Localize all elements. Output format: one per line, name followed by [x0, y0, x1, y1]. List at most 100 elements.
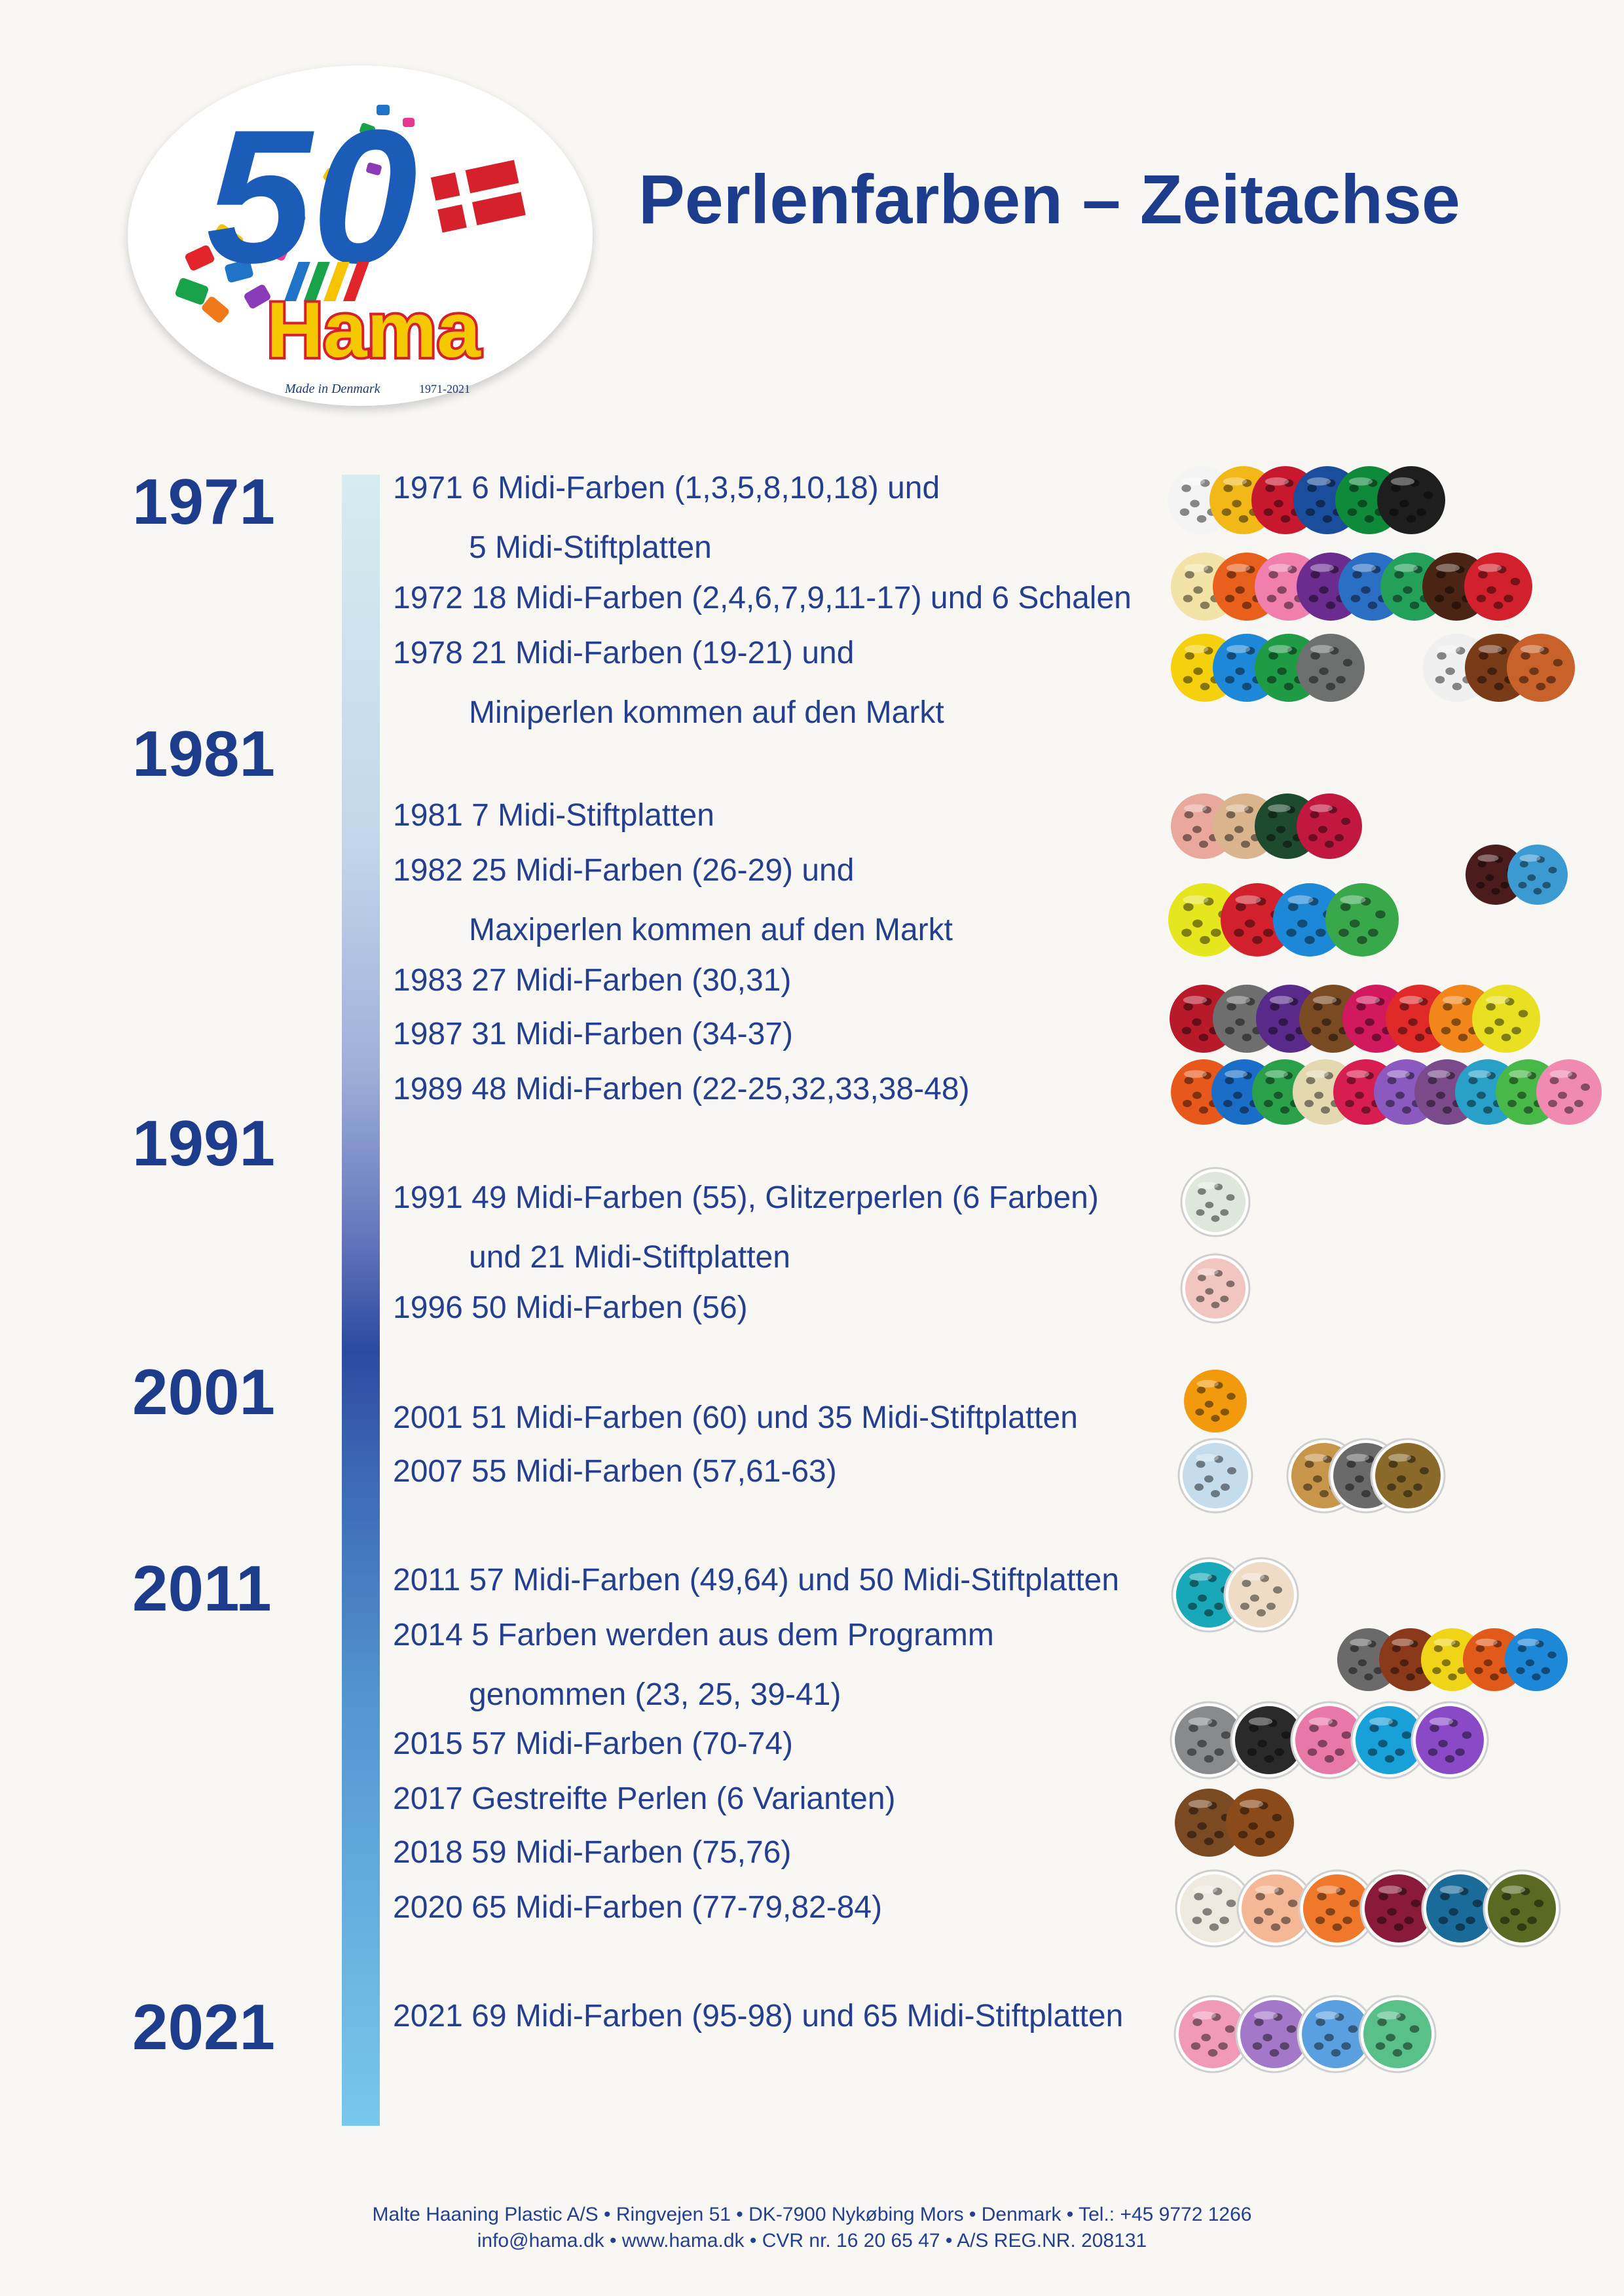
entry-text: 2011 57 Midi-Farben (49,64) und 50 Midi-… — [393, 1563, 1120, 1597]
decade-label: 2011 — [132, 1552, 272, 1624]
timeline-entry: 1982 25 Midi-Farben (26-29) und Maxiperl… — [393, 852, 953, 948]
hama-50-logo: 50 Hama Made in Denmark 1971-2021 — [175, 90, 526, 396]
entry-text: 1991 49 Midi-Farben (55), Glitzerperlen … — [393, 1180, 1099, 1215]
bead-pile — [1173, 1995, 1252, 2073]
entry-text: 2020 65 Midi-Farben (77-79,82-84) — [393, 1890, 883, 1925]
bead-pile — [1236, 1869, 1315, 1948]
bead-pile — [1505, 1628, 1568, 1691]
logo-beads — [175, 105, 415, 323]
bead-pile — [1180, 1253, 1251, 1324]
entry-continuation: Miniperlen kommen auf den Markt — [469, 695, 944, 730]
entry-text: 1987 31 Midi-Farben (34-37) — [393, 1017, 793, 1051]
bead-pile — [1421, 1869, 1500, 1948]
bead-pile — [1483, 1869, 1561, 1948]
bead-pile — [1175, 1869, 1253, 1948]
bead-pile — [1223, 1557, 1299, 1633]
bead-pile — [1168, 883, 1242, 957]
entry-text: 1981 7 Midi-Stiftplatten — [393, 798, 714, 833]
timeline-entry: 2014 5 Farben werden aus dem Programm ge… — [393, 1617, 994, 1713]
decade-label: 2001 — [132, 1356, 276, 1428]
bead-pile — [1370, 1438, 1446, 1514]
entry-text: 1989 48 Midi-Farben (22-25,32,33,38-48) — [393, 1072, 970, 1106]
bead-pile — [1184, 1370, 1247, 1432]
entry-text: 2001 51 Midi-Farben (60) und 35 Midi-Sti… — [393, 1400, 1078, 1435]
logo-number: 50 — [206, 90, 418, 302]
timeline-entry: 1989 48 Midi-Farben (22-25,32,33,38-48) — [393, 1071, 970, 1107]
bead-pile — [1472, 985, 1540, 1053]
entry-text: 1983 27 Midi-Farben (30,31) — [393, 963, 792, 998]
bead-pile — [1297, 1995, 1375, 2073]
timeline-entry: 2011 57 Midi-Farben (49,64) und 50 Midi-… — [393, 1562, 1119, 1598]
timeline-entry: 2020 65 Midi-Farben (77-79,82-84) — [393, 1889, 882, 1925]
timeline-entry: 1971 6 Midi-Farben (1,3,5,8,10,18) und 5… — [393, 470, 940, 566]
entry-text: 1978 21 Midi-Farben (19-21) und — [393, 636, 855, 670]
entry-text: 2007 55 Midi-Farben (57,61-63) — [393, 1454, 837, 1489]
timeline-entry: 1978 21 Midi-Farben (19-21) und Miniperl… — [393, 635, 944, 731]
bead-pile — [1170, 1701, 1248, 1779]
entry-continuation: 5 Midi-Stiftplatten — [469, 530, 712, 565]
timeline-entry: 2018 59 Midi-Farben (75,76) — [393, 1834, 791, 1870]
logo-stripes — [284, 262, 369, 301]
timeline-bar — [342, 475, 380, 2126]
decade-label: 1991 — [132, 1107, 276, 1179]
logo-brand: Hama — [267, 286, 481, 374]
entry-text: 1971 6 Midi-Farben (1,3,5,8,10,18) und — [393, 471, 940, 505]
logo-years: 1971-2021 — [419, 382, 470, 395]
bead-pile — [1358, 1995, 1437, 2073]
page-title: Perlenfarben – Zeitachse — [638, 161, 1460, 238]
decade-label: 1981 — [132, 718, 276, 790]
entry-text: 2018 59 Midi-Farben (75,76) — [393, 1835, 792, 1870]
entry-text: 2017 Gestreifte Perlen (6 Varianten) — [393, 1781, 896, 1816]
bead-pile — [1466, 845, 1526, 905]
entry-text: 1982 25 Midi-Farben (26-29) und — [393, 853, 855, 888]
bead-pile — [1230, 1701, 1308, 1779]
timeline-entry: 2007 55 Midi-Farben (57,61-63) — [393, 1453, 837, 1489]
bead-pile — [1350, 1701, 1429, 1779]
entry-text: 1972 18 Midi-Farben (2,4,6,7,9,11-17) un… — [393, 581, 1132, 615]
bead-pile — [1536, 1059, 1602, 1125]
footer-contact: info@hama.dk • www.hama.dk • CVR nr. 16 … — [477, 2230, 1147, 2251]
bead-pile — [1377, 466, 1445, 534]
decade-label: 2021 — [132, 1991, 276, 2063]
bead-pile — [1177, 1438, 1253, 1514]
bead-pile — [1325, 883, 1399, 957]
bead-pile — [1226, 1789, 1294, 1857]
timeline-entry: 1991 49 Midi-Farben (55), Glitzerperlen … — [393, 1180, 1099, 1275]
timeline-entry: 2001 51 Midi-Farben (60) und 35 Midi-Sti… — [393, 1400, 1078, 1436]
timeline-entry: 2021 69 Midi-Farben (95-98) und 65 Midi-… — [393, 1998, 1123, 2034]
entry-text: 2015 57 Midi-Farben (70-74) — [393, 1726, 793, 1761]
bead-pile — [1273, 883, 1346, 957]
danish-flag-icon — [430, 160, 526, 233]
timeline-entry: 1987 31 Midi-Farben (34-37) — [393, 1016, 793, 1052]
footer-address: Malte Haaning Plastic A/S • Ringvejen 51… — [372, 2204, 1252, 2225]
timeline-entry: 1983 27 Midi-Farben (30,31) — [393, 962, 791, 998]
bead-pile — [1507, 845, 1568, 905]
logo-badge: 50 Hama Made in Denmark 1971-2021 — [128, 65, 593, 406]
bead-pile — [1359, 1869, 1438, 1948]
bead-pile — [1464, 553, 1532, 621]
timeline-entry: 2015 57 Midi-Farben (70-74) — [393, 1726, 793, 1762]
bead-pile — [1298, 1869, 1376, 1948]
logo-tagline: Made in Denmark — [284, 382, 381, 396]
bead-pile — [1290, 1701, 1369, 1779]
timeline-entry: 1996 50 Midi-Farben (56) — [393, 1290, 748, 1326]
bead-pile — [1507, 634, 1575, 702]
bead-pile — [1171, 1557, 1247, 1633]
bead-pile — [1411, 1701, 1489, 1779]
decade-label: 1971 — [132, 465, 276, 538]
bead-pile — [1221, 883, 1294, 957]
timeline-entry: 2017 Gestreifte Perlen (6 Varianten) — [393, 1781, 896, 1817]
bead-pile — [1175, 1789, 1243, 1857]
entry-text: 2014 5 Farben werden aus dem Programm — [393, 1618, 994, 1652]
entry-continuation: und 21 Midi-Stiftplatten — [469, 1240, 790, 1275]
bead-pile — [1180, 1167, 1251, 1237]
entry-text: 2021 69 Midi-Farben (95-98) und 65 Midi-… — [393, 1999, 1124, 2033]
timeline-entry: 1972 18 Midi-Farben (2,4,6,7,9,11-17) un… — [393, 580, 1132, 616]
timeline-entry: 1981 7 Midi-Stiftplatten — [393, 797, 714, 833]
bead-pile — [1297, 793, 1362, 859]
entry-continuation: Maxiperlen kommen auf den Markt — [469, 913, 953, 947]
entry-continuation: genommen (23, 25, 39-41) — [469, 1677, 841, 1712]
bead-pile — [1297, 634, 1365, 702]
entry-text: 1996 50 Midi-Farben (56) — [393, 1290, 748, 1325]
